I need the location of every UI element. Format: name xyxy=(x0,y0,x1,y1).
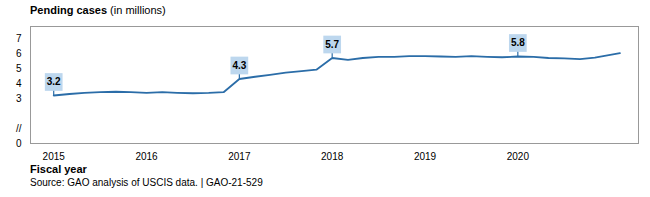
svg-text:2017: 2017 xyxy=(228,151,251,162)
svg-text:5.8: 5.8 xyxy=(511,37,525,48)
svg-text:2016: 2016 xyxy=(135,151,158,162)
svg-text:5: 5 xyxy=(16,63,22,74)
svg-text:3.2: 3.2 xyxy=(47,76,61,87)
html-text:Pending cases (in millions): Pending cases (in millions) xyxy=(30,4,166,16)
html-text:Source: GAO analysis of USCIS: Source: GAO analysis of USCIS data. | GA… xyxy=(30,177,263,188)
svg-text:4.3: 4.3 xyxy=(232,60,246,71)
svg-text:5.7: 5.7 xyxy=(325,39,339,50)
svg-text:2015: 2015 xyxy=(43,151,66,162)
svg-text:2018: 2018 xyxy=(321,151,344,162)
svg-text:2019: 2019 xyxy=(414,151,437,162)
svg-text:2020: 2020 xyxy=(507,151,530,162)
svg-text:7: 7 xyxy=(16,33,22,44)
html-text:Fiscal year: Fiscal year xyxy=(30,163,87,175)
svg-text:4: 4 xyxy=(16,78,22,89)
svg-text:6: 6 xyxy=(16,48,22,59)
svg-text://: // xyxy=(16,123,22,134)
svg-text:3: 3 xyxy=(16,93,22,104)
svg-text:0: 0 xyxy=(16,138,22,149)
